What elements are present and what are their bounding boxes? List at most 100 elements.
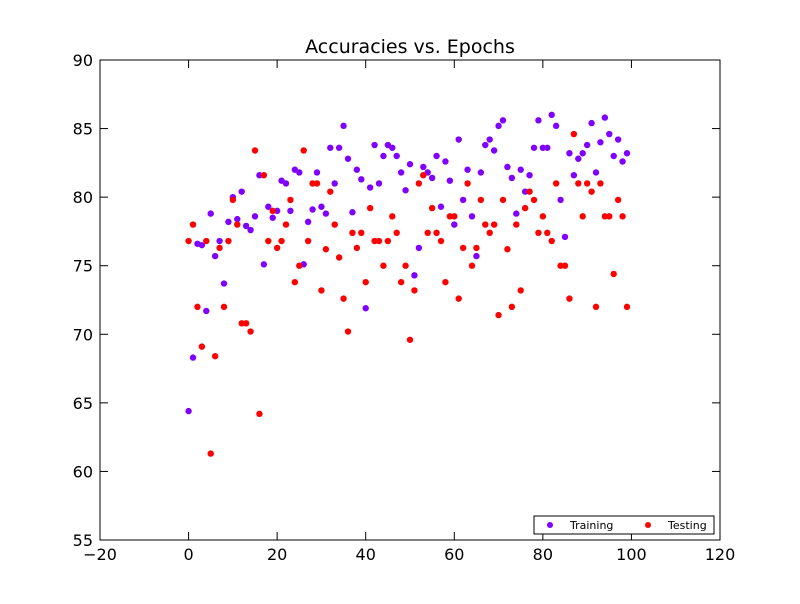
testing-point <box>185 237 192 245</box>
testing-point <box>601 213 609 220</box>
training-point <box>473 252 480 260</box>
training-point <box>238 188 245 195</box>
training-point <box>415 244 423 252</box>
testing-point <box>548 237 555 245</box>
testing-point <box>592 303 600 311</box>
testing-point <box>251 147 259 154</box>
testing-point <box>225 237 232 245</box>
training-point <box>561 233 569 241</box>
x-tick-label: −20 <box>83 545 117 564</box>
testing-point <box>269 207 276 215</box>
training-point <box>428 174 436 182</box>
y-tick-label: 55 <box>73 531 93 550</box>
training-point <box>442 158 449 165</box>
legend: Training Testing <box>533 515 715 535</box>
testing-point <box>459 244 467 252</box>
testing-point <box>428 204 436 212</box>
training-point <box>420 163 427 171</box>
training-point <box>380 152 387 160</box>
x-tick-label: 100 <box>616 545 647 564</box>
training-point <box>344 155 352 162</box>
training-point <box>211 252 219 260</box>
testing-point <box>557 262 564 269</box>
testing-point <box>499 196 507 204</box>
testing-point <box>335 254 343 261</box>
training-point <box>393 152 400 160</box>
testing-point <box>570 130 578 138</box>
training-point <box>468 213 476 220</box>
training-point <box>446 177 454 184</box>
testing-point <box>477 196 485 204</box>
training-point <box>588 119 595 127</box>
training-point <box>371 141 378 149</box>
training-point <box>362 305 369 312</box>
training-point <box>406 161 414 168</box>
training-point <box>606 130 613 138</box>
testing-point <box>340 295 347 302</box>
testing-point <box>504 246 511 253</box>
training-point <box>189 354 197 361</box>
testing-point <box>389 213 396 220</box>
training-point <box>397 169 405 176</box>
testing-point <box>464 180 471 187</box>
testing-point <box>349 229 356 236</box>
testing-point <box>619 213 626 220</box>
testing-point <box>588 188 595 195</box>
testing-point <box>216 244 223 252</box>
training-point <box>234 215 241 223</box>
testing-point <box>242 320 250 327</box>
x-tick-label: 40 <box>356 545 376 564</box>
testing-point <box>521 204 529 212</box>
training-point <box>251 213 259 220</box>
training-point <box>353 166 361 173</box>
testing-point <box>473 244 480 252</box>
testing-point <box>486 229 493 236</box>
training-point <box>225 218 232 226</box>
testing-point <box>583 180 591 187</box>
training-point <box>610 152 617 160</box>
testing-point <box>535 229 542 236</box>
testing-point <box>451 213 458 220</box>
testing-point <box>287 196 294 204</box>
testing-point <box>424 229 431 236</box>
testing-point <box>468 262 476 269</box>
training-point <box>521 188 529 195</box>
training-point <box>504 163 511 171</box>
training-point <box>614 136 622 143</box>
training-point <box>526 172 533 179</box>
training-point <box>535 117 542 124</box>
testing-point <box>411 287 418 294</box>
testing-point <box>194 303 201 311</box>
training-point <box>623 150 631 157</box>
testing-point <box>282 221 290 228</box>
training-point <box>557 196 564 204</box>
testing-point <box>446 213 454 220</box>
testing-point <box>544 229 551 236</box>
training-point <box>513 210 520 217</box>
training-point <box>282 180 290 187</box>
testing-point <box>597 180 604 187</box>
training-point <box>366 184 374 191</box>
chart-title: Accuracies vs. Epochs <box>305 36 515 58</box>
testing-point <box>490 221 498 228</box>
testing-point <box>207 450 214 457</box>
testing-point <box>380 262 387 269</box>
training-point <box>495 122 502 130</box>
testing-point <box>397 278 405 286</box>
training-point <box>486 136 493 143</box>
ticks-layer: −20 0 20 40 60 80 100 120 55 60 65 70 75 80 85 90 <box>73 51 736 564</box>
testing-point <box>579 213 586 220</box>
testing-point <box>384 237 392 245</box>
testing-point <box>530 196 538 204</box>
x-tick-label: 60 <box>444 545 464 564</box>
training-point <box>318 203 325 210</box>
series-testing <box>185 130 631 457</box>
training-point <box>349 209 356 216</box>
testing-point <box>508 303 516 311</box>
testing-point <box>606 213 613 220</box>
plot-frame <box>99 59 721 541</box>
training-point <box>260 261 268 268</box>
points-layer <box>185 111 631 457</box>
testing-point <box>420 172 427 179</box>
testing-point <box>238 320 245 327</box>
